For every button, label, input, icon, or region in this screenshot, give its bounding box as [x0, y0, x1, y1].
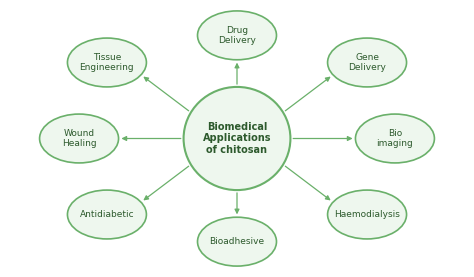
Ellipse shape: [198, 217, 276, 266]
Text: Haemodialysis: Haemodialysis: [334, 210, 400, 219]
Text: Antidiabetic: Antidiabetic: [80, 210, 134, 219]
Text: Biomedical
Applications
of chitosan: Biomedical Applications of chitosan: [203, 122, 271, 155]
Text: Bio
imaging: Bio imaging: [376, 129, 413, 148]
Ellipse shape: [356, 114, 434, 163]
Ellipse shape: [183, 87, 291, 190]
Ellipse shape: [67, 38, 146, 87]
Text: Wound
Healing: Wound Healing: [62, 129, 96, 148]
Ellipse shape: [328, 190, 407, 239]
Ellipse shape: [67, 190, 146, 239]
Ellipse shape: [39, 114, 118, 163]
Ellipse shape: [198, 11, 276, 60]
Text: Bioadhesive: Bioadhesive: [210, 237, 264, 246]
Text: Drug
Delivery: Drug Delivery: [218, 26, 256, 45]
Ellipse shape: [328, 38, 407, 87]
Text: Gene
Delivery: Gene Delivery: [348, 53, 386, 72]
Text: Tissue
Engineering: Tissue Engineering: [80, 53, 134, 72]
